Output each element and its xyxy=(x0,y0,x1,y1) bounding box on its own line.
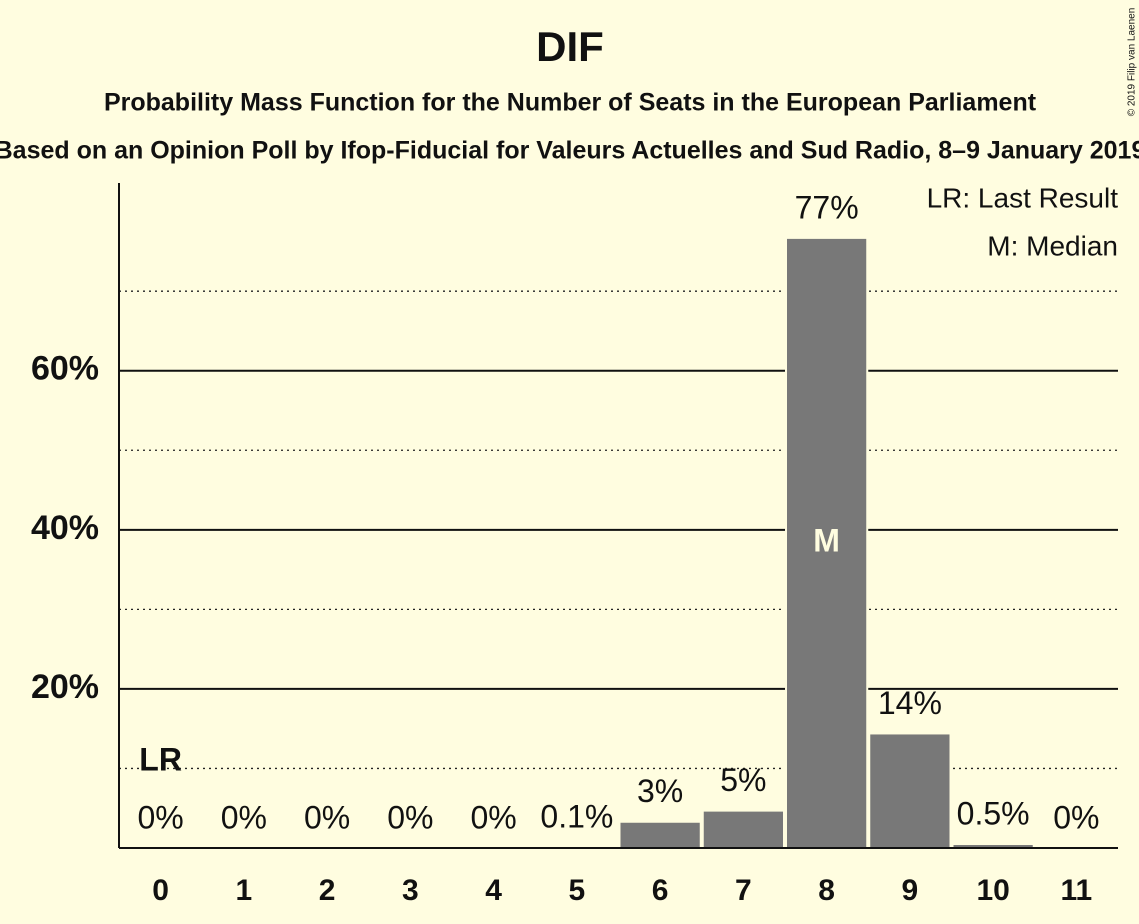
x-tick-label: 2 xyxy=(319,874,336,907)
value-label: 0% xyxy=(1053,799,1099,835)
bar xyxy=(618,820,702,849)
copyright: © 2019 Filip van Laenen xyxy=(1127,8,1138,117)
value-label: 0% xyxy=(221,799,267,835)
x-tick-label: 4 xyxy=(485,874,502,907)
median-marker: M xyxy=(813,522,840,558)
value-label: 0.1% xyxy=(540,799,613,835)
legend-entry: LR: Last Result xyxy=(927,182,1119,213)
y-tick-label: 20% xyxy=(31,668,99,706)
bar xyxy=(701,809,785,850)
bar xyxy=(785,236,869,850)
y-tick-label: 60% xyxy=(31,350,99,388)
x-tick-label: 7 xyxy=(735,874,752,907)
chart-subtitle: Based on an Opinion Poll by Ifop-Fiducia… xyxy=(0,137,1139,165)
x-tick-label: 10 xyxy=(976,874,1009,907)
y-tick-label: 40% xyxy=(31,509,99,547)
x-tick-label: 1 xyxy=(236,874,253,907)
value-label: 0% xyxy=(471,799,517,835)
x-tick-label: 0 xyxy=(152,874,169,907)
value-label: 77% xyxy=(795,189,859,225)
x-tick-label: 9 xyxy=(902,874,919,907)
x-tick-label: 6 xyxy=(652,874,669,907)
value-label: 14% xyxy=(878,685,942,721)
chart-title: DIF xyxy=(536,23,604,70)
value-label: 0% xyxy=(304,799,350,835)
bar xyxy=(868,732,952,849)
value-label: 3% xyxy=(637,773,683,809)
chart-subtitle: Probability Mass Function for the Number… xyxy=(104,89,1037,117)
x-tick-label: 5 xyxy=(569,874,586,907)
value-label: 5% xyxy=(720,762,766,798)
value-label: 0% xyxy=(387,799,433,835)
last-result-marker: LR xyxy=(139,741,182,777)
legend-entry: M: Median xyxy=(987,230,1118,261)
value-label: 0% xyxy=(138,799,184,835)
x-tick-label: 3 xyxy=(402,874,419,907)
x-tick-label: 11 xyxy=(1061,874,1093,907)
value-label: 0.5% xyxy=(957,795,1030,831)
x-tick-label: 8 xyxy=(818,874,835,907)
